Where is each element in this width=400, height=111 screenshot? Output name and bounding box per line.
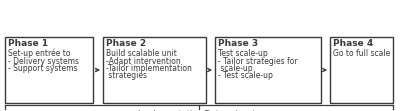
Bar (5, 37, 93, 103)
Text: strategies: strategies (106, 71, 147, 80)
Text: - Support systems: - Support systems (8, 64, 78, 73)
Text: - Test scale-up: - Test scale-up (218, 71, 273, 80)
Text: -Adapt intervention: -Adapt intervention (106, 56, 181, 65)
Text: Phase 4: Phase 4 (333, 40, 373, 49)
Text: Go to full scale: Go to full scale (333, 49, 390, 58)
Text: Implementation Determinants: Implementation Determinants (138, 110, 260, 111)
Bar (215, 37, 321, 103)
Text: Test scale-up: Test scale-up (218, 49, 268, 58)
Text: -Tailor implementation: -Tailor implementation (106, 64, 192, 73)
Bar (330, 37, 393, 103)
Text: - Delivery systems: - Delivery systems (8, 56, 79, 65)
Text: Phase 2: Phase 2 (106, 40, 146, 49)
Text: Set-up entrée to: Set-up entrée to (8, 49, 70, 58)
Text: Build scalable unit: Build scalable unit (106, 49, 177, 58)
Text: - Tailor strategies for: - Tailor strategies for (218, 56, 298, 65)
Text: Phase 1: Phase 1 (8, 40, 48, 49)
Bar (103, 37, 206, 103)
Text: Phase 3: Phase 3 (218, 40, 258, 49)
Text: scale-up: scale-up (218, 64, 253, 73)
